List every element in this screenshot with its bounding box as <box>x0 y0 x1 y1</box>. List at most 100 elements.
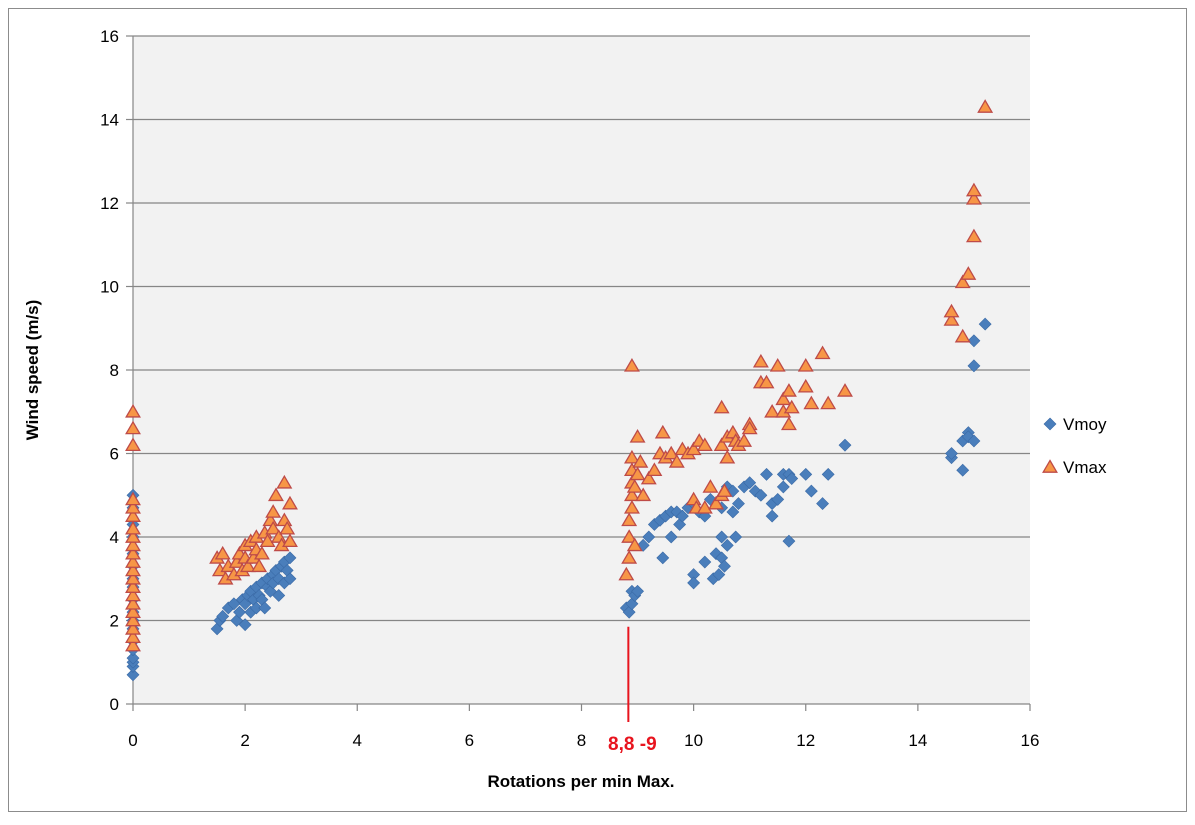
point-vmax <box>125 596 141 610</box>
point-vmax <box>125 629 141 644</box>
legend: Vmoy Vmax <box>1042 415 1107 477</box>
annotation: 8,8 -9 <box>608 626 657 755</box>
point-vmax <box>125 612 141 627</box>
point-vmoy <box>956 463 970 477</box>
point-vmoy <box>816 497 829 511</box>
x-tick-label: 14 <box>908 731 927 750</box>
x-tick-labels: 0 2 4 6 8 10 12 14 16 <box>128 731 1039 750</box>
point-vmax <box>626 479 643 493</box>
point-vmoy <box>729 530 743 544</box>
point-vmax <box>125 499 141 514</box>
point-vmoy <box>967 434 981 448</box>
point-vmoy <box>126 651 140 665</box>
point-vmax <box>696 499 713 514</box>
point-vmax <box>282 533 298 548</box>
point-vmoy <box>715 530 729 544</box>
point-vmax <box>741 420 758 435</box>
point-vmoy <box>718 559 731 573</box>
point-vmoy <box>210 622 224 636</box>
series-vmax <box>125 99 994 652</box>
point-vmax <box>702 479 719 493</box>
legend-marker-vmax <box>1042 459 1058 473</box>
point-vmoy <box>631 584 644 598</box>
y-tick-label: 10 <box>100 278 119 297</box>
point-vmax <box>265 504 282 518</box>
x-tick-label: 16 <box>1021 731 1040 750</box>
point-vmoy <box>227 597 241 611</box>
point-vmax <box>646 462 663 477</box>
point-vmax <box>696 437 713 451</box>
legend-label-vmoy: Vmoy <box>1063 415 1107 434</box>
series-vmoy <box>126 317 992 682</box>
point-vmax <box>954 328 971 343</box>
x-tick-label: 10 <box>684 731 703 750</box>
point-vmax <box>125 403 141 418</box>
point-vmax <box>125 537 141 552</box>
y-tick-label: 12 <box>100 194 119 213</box>
point-vmoy <box>126 668 140 682</box>
point-vmoy <box>760 467 773 481</box>
point-vmax <box>251 558 268 573</box>
point-vmax <box>713 437 730 451</box>
point-vmax <box>125 621 141 635</box>
point-vmax <box>125 587 141 602</box>
point-vmax <box>719 449 736 464</box>
point-vmoy <box>967 334 981 348</box>
point-vmax <box>626 537 643 552</box>
x-tick-label: 2 <box>240 731 249 750</box>
point-vmax <box>125 562 141 577</box>
point-vmax <box>125 529 141 543</box>
point-vmoy <box>804 484 818 498</box>
point-vmax <box>797 378 814 393</box>
point-vmax <box>965 191 982 205</box>
point-vmax <box>716 483 733 497</box>
y-tick-label: 14 <box>100 111 119 130</box>
y-tick-labels: 0 2 4 6 8 10 12 14 16 <box>100 27 119 714</box>
point-vmoy <box>771 493 785 506</box>
legend-item-vmax: Vmax <box>1042 458 1107 477</box>
point-vmoy <box>967 359 981 373</box>
point-vmoy <box>238 618 252 632</box>
point-vmax <box>253 545 270 560</box>
point-vmoy <box>732 497 745 511</box>
annotation-label: 8,8 -9 <box>608 734 657 755</box>
point-vmax <box>125 579 141 593</box>
legend-label-vmax: Vmax <box>1063 458 1107 477</box>
point-vmax <box>632 454 649 468</box>
point-vmax <box>769 358 786 372</box>
x-tick-label: 0 <box>128 731 137 750</box>
x-axis-title: Rotations per min Max. <box>487 772 674 791</box>
point-vmax <box>125 520 141 535</box>
x-tick-label: 6 <box>465 731 474 750</box>
point-vmax <box>965 182 982 197</box>
legend-marker-vmoy <box>1043 417 1057 431</box>
point-vmax <box>965 228 982 243</box>
y-axis-title: Wind speed (m/s) <box>23 300 42 441</box>
point-vmax <box>780 416 797 431</box>
point-vmoy <box>838 438 852 452</box>
point-vmoy <box>642 530 656 544</box>
point-vmax <box>752 353 769 368</box>
point-vmax <box>125 420 141 435</box>
point-vmax <box>125 508 141 522</box>
point-vmax <box>635 487 652 502</box>
point-vmoy <box>687 576 701 590</box>
point-vmoy <box>748 484 762 498</box>
point-vmoy <box>743 476 757 490</box>
point-vmax <box>708 495 725 510</box>
point-vmoy <box>272 572 286 586</box>
point-vmax <box>282 495 298 510</box>
y-tick-label: 2 <box>110 612 119 631</box>
point-vmax <box>239 558 256 573</box>
point-vmax <box>640 470 657 485</box>
point-vmax <box>797 358 814 372</box>
point-vmoy <box>675 509 689 523</box>
point-vmax <box>125 637 141 652</box>
point-vmax <box>214 545 231 560</box>
point-vmax <box>125 491 141 506</box>
point-vmax <box>629 466 646 481</box>
point-vmax <box>125 545 141 560</box>
point-vmax <box>621 529 638 543</box>
point-vmoy <box>726 505 740 519</box>
